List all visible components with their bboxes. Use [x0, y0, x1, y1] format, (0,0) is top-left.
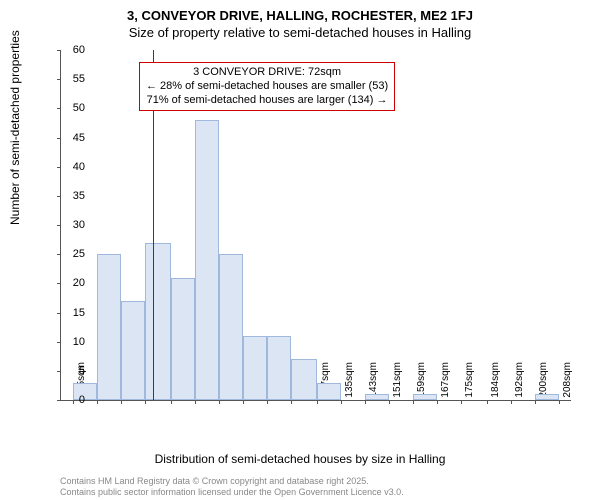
- y-tick-label: 10: [55, 336, 85, 348]
- x-tick-mark: [365, 400, 366, 404]
- x-tick-mark: [413, 400, 414, 404]
- x-tick-mark: [219, 400, 220, 404]
- y-tick-label: 25: [55, 248, 85, 260]
- histogram-bar: [317, 383, 341, 401]
- chart-title-line1: 3, CONVEYOR DRIVE, HALLING, ROCHESTER, M…: [0, 0, 600, 23]
- x-tick-mark: [171, 400, 172, 404]
- y-tick-label: 55: [55, 73, 85, 85]
- x-axis-label: Distribution of semi-detached houses by …: [0, 452, 600, 466]
- y-tick-label: 50: [55, 102, 85, 114]
- footer-attribution: Contains HM Land Registry data © Crown c…: [60, 476, 404, 498]
- y-axis-label: Number of semi-detached properties: [8, 30, 22, 225]
- x-tick-label: 167sqm: [440, 362, 451, 412]
- x-tick-mark: [291, 400, 292, 404]
- y-tick-label: 35: [55, 190, 85, 202]
- y-tick-label: 45: [55, 132, 85, 144]
- x-tick-label: 159sqm: [416, 362, 427, 412]
- x-tick-label: 135sqm: [344, 362, 355, 412]
- x-tick-label: 192sqm: [514, 362, 525, 412]
- x-tick-mark: [195, 400, 196, 404]
- histogram-bar: [145, 243, 172, 401]
- histogram-bar: [171, 278, 195, 401]
- x-tick-mark: [559, 400, 560, 404]
- x-tick-mark: [267, 400, 268, 404]
- x-tick-mark: [535, 400, 536, 404]
- annot-line1: 3 CONVEYOR DRIVE: 72sqm: [146, 66, 388, 80]
- x-tick-label: 200sqm: [538, 362, 549, 412]
- x-tick-mark: [145, 400, 146, 404]
- x-tick-mark: [389, 400, 390, 404]
- y-tick-label: 60: [55, 44, 85, 56]
- x-tick-label: 175sqm: [464, 362, 475, 412]
- footer-line1: Contains HM Land Registry data © Crown c…: [60, 476, 404, 487]
- histogram-bar: [413, 394, 437, 400]
- histogram-bar: [97, 254, 121, 400]
- x-tick-mark: [121, 400, 122, 404]
- chart-area: 45sqm53sqm61sqm69sqm78sqm86sqm94sqm102sq…: [60, 50, 570, 400]
- x-tick-label: 151sqm: [392, 362, 403, 412]
- footer-line2: Contains public sector information licen…: [60, 487, 404, 498]
- histogram-bar: [243, 336, 267, 400]
- plot-region: 45sqm53sqm61sqm69sqm78sqm86sqm94sqm102sq…: [60, 50, 571, 401]
- y-tick-label: 40: [55, 161, 85, 173]
- histogram-bar: [121, 301, 145, 400]
- x-tick-mark: [437, 400, 438, 404]
- annot-line2: ← 28% of semi-detached houses are smalle…: [146, 80, 388, 94]
- x-tick-mark: [487, 400, 488, 404]
- histogram-bar: [535, 394, 559, 400]
- y-tick-label: 5: [55, 365, 85, 377]
- histogram-bar: [219, 254, 243, 400]
- y-tick-label: 30: [55, 219, 85, 231]
- histogram-bar: [267, 336, 291, 400]
- x-tick-mark: [341, 400, 342, 404]
- x-tick-mark: [317, 400, 318, 404]
- x-tick-label: 143sqm: [368, 362, 379, 412]
- histogram-bar: [291, 359, 318, 400]
- histogram-bar: [365, 394, 389, 400]
- chart-container: 3, CONVEYOR DRIVE, HALLING, ROCHESTER, M…: [0, 0, 600, 500]
- x-tick-label: 208sqm: [562, 362, 573, 412]
- y-tick-label: 20: [55, 277, 85, 289]
- x-tick-mark: [243, 400, 244, 404]
- x-tick-label: 184sqm: [490, 362, 501, 412]
- x-tick-mark: [511, 400, 512, 404]
- y-tick-label: 15: [55, 307, 85, 319]
- annotation-box: 3 CONVEYOR DRIVE: 72sqm← 28% of semi-det…: [139, 62, 395, 111]
- histogram-bar: [195, 120, 219, 400]
- chart-title-line2: Size of property relative to semi-detach…: [0, 23, 600, 40]
- y-tick-label: 0: [55, 394, 85, 406]
- x-tick-mark: [97, 400, 98, 404]
- annot-line3: 71% of semi-detached houses are larger (…: [146, 94, 388, 108]
- x-tick-mark: [461, 400, 462, 404]
